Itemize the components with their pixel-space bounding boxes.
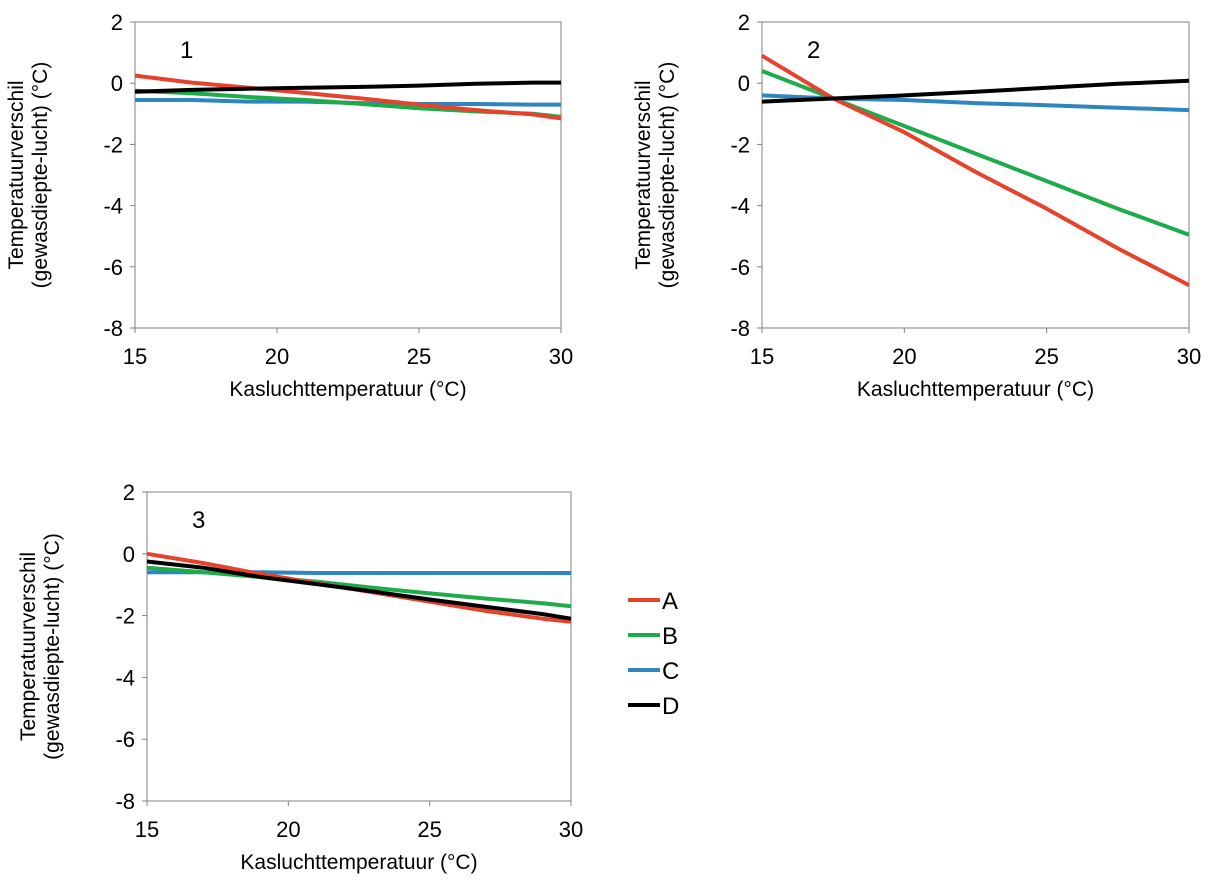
x-tick-label: 15 xyxy=(750,344,774,369)
y-tick-label: 0 xyxy=(738,71,750,96)
x-tick-label: 30 xyxy=(1177,344,1201,369)
y-axis-label: Temperatuurverschil xyxy=(17,552,40,741)
x-tick-label: 20 xyxy=(892,344,916,369)
series-line-A xyxy=(134,73,562,121)
x-axis-label: Kasluchttemperatuur (°C) xyxy=(857,378,1094,401)
y-tick-label: 0 xyxy=(111,71,123,96)
series-line-D xyxy=(134,80,561,94)
legend-label-D: D xyxy=(662,693,679,720)
y-axis-label: (gewasdiepte-lucht) (°C) xyxy=(656,62,679,289)
y-tick-label: -2 xyxy=(103,132,123,157)
x-tick-label: 15 xyxy=(135,817,159,842)
y-tick-label: -2 xyxy=(730,132,750,157)
panel-number: 3 xyxy=(192,507,205,534)
x-tick-label: 20 xyxy=(276,817,300,842)
y-tick-label: -6 xyxy=(115,727,135,752)
y-tick-label: -2 xyxy=(115,604,135,629)
panel-number: 1 xyxy=(180,37,193,64)
y-tick-label: -8 xyxy=(730,316,750,341)
x-tick-label: 25 xyxy=(407,344,431,369)
x-axis-label: Kasluchttemperatuur (°C) xyxy=(229,378,466,401)
y-axis-label: Temperatuurverschil xyxy=(632,80,655,269)
y-axis-label: Temperatuurverschil xyxy=(5,80,28,269)
y-tick-label: -6 xyxy=(103,255,123,280)
series-line-D xyxy=(146,559,572,621)
legend-label-A: A xyxy=(662,588,678,615)
y-tick-label: -6 xyxy=(730,255,750,280)
y-tick-label: 2 xyxy=(123,480,135,505)
x-tick-label: 25 xyxy=(417,817,441,842)
y-tick-label: 2 xyxy=(111,10,123,35)
y-tick-label: -8 xyxy=(115,789,135,814)
series-line-D xyxy=(761,78,1190,104)
panel-number: 2 xyxy=(807,37,820,64)
y-tick-label: -4 xyxy=(730,194,750,219)
x-axis-label: Kasluchttemperatuur (°C) xyxy=(240,851,477,874)
y-axis-label: (gewasdiepte-lucht) (°C) xyxy=(41,533,64,760)
plot-frame xyxy=(146,491,572,802)
y-tick-label: 2 xyxy=(738,10,750,35)
x-tick-label: 15 xyxy=(123,344,147,369)
x-tick-label: 30 xyxy=(559,817,583,842)
y-tick-label: -4 xyxy=(103,194,123,219)
x-tick-label: 20 xyxy=(265,344,289,369)
series-line-B xyxy=(146,565,572,609)
legend-label-B: B xyxy=(662,623,678,650)
x-tick-label: 30 xyxy=(549,344,573,369)
legend-label-C: C xyxy=(662,658,679,685)
y-tick-label: 0 xyxy=(123,542,135,567)
x-tick-label: 25 xyxy=(1034,344,1058,369)
y-axis-label: (gewasdiepte-lucht) (°C) xyxy=(29,62,52,289)
y-tick-label: -8 xyxy=(103,316,123,341)
y-tick-label: -4 xyxy=(115,665,135,690)
plot-frame xyxy=(134,21,562,329)
plot-frame xyxy=(761,21,1190,329)
